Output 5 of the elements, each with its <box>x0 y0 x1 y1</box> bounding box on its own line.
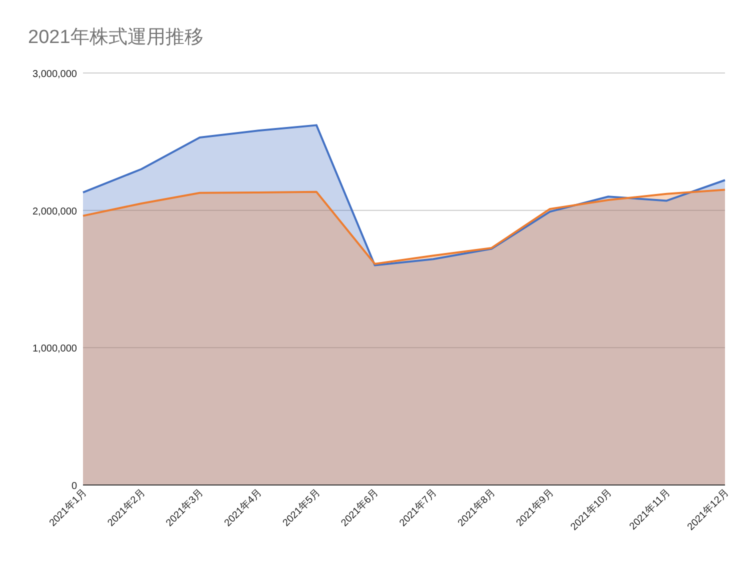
y-tick-label: 3,000,000 <box>32 69 78 80</box>
chart-title: 2021年株式運用推移 <box>28 27 204 48</box>
y-tick-label: 2,000,000 <box>32 206 78 218</box>
y-tick-label: 1,000,000 <box>32 344 78 355</box>
y-tick-label: 0 <box>71 481 78 492</box>
